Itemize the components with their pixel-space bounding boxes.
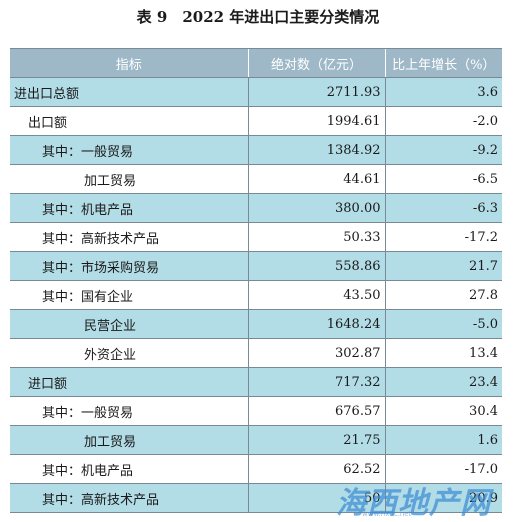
table-row: 其中：一般贸易 1384.92 -9.2 bbox=[10, 135, 502, 165]
row-label: 其中：高新技术产品 bbox=[10, 222, 248, 252]
row-growth: 3.6 bbox=[384, 77, 502, 107]
row-growth: -2.0 bbox=[384, 106, 502, 136]
table-row: 进口额 717.32 23.4 bbox=[10, 367, 502, 397]
row-growth: 1.6 bbox=[384, 425, 502, 455]
table-row: 其中：一般贸易 676.57 30.4 bbox=[10, 396, 502, 426]
row-label: 进出口总额 bbox=[10, 77, 248, 107]
row-growth: -5.0 bbox=[384, 309, 502, 339]
table-row: 加工贸易 21.75 1.6 bbox=[10, 425, 502, 455]
row-value: 43.50 bbox=[247, 280, 385, 310]
table-row: 其中：市场采购贸易 558.86 21.7 bbox=[10, 251, 502, 281]
table-body: 进出口总额 2711.93 3.6 出口额 1994.61 -2.0 其中：一般贸易 1384… bbox=[10, 77, 502, 513]
table-row: 其中：机电产品 380.00 -6.3 bbox=[10, 193, 502, 223]
row-label: 加工贸易 bbox=[10, 425, 248, 455]
table-row: 加工贸易 44.61 -6.5 bbox=[10, 164, 502, 194]
row-label: 其中：高新技术产品 bbox=[10, 483, 248, 513]
row-growth: -17.2 bbox=[384, 222, 502, 252]
row-value: 1648.24 bbox=[247, 309, 385, 339]
row-value: 302.87 bbox=[247, 338, 385, 368]
row-label: 其中：市场采购贸易 bbox=[10, 251, 248, 281]
row-label: 民营企业 bbox=[10, 309, 248, 339]
row-growth: 27.8 bbox=[384, 280, 502, 310]
row-label: 其中：国有企业 bbox=[10, 280, 248, 310]
table-row: 其中：高新技术产品 50.33 -17.2 bbox=[10, 222, 502, 252]
row-growth: -9.2 bbox=[384, 135, 502, 165]
row-growth: 23.4 bbox=[384, 367, 502, 397]
row-label: 进口额 bbox=[10, 367, 248, 397]
row-value: 50.33 bbox=[247, 222, 385, 252]
table-header-row: 指标 绝对数（亿元） 比上年增长（%） bbox=[10, 48, 502, 78]
row-growth: 30.4 bbox=[384, 396, 502, 426]
row-growth: 13.4 bbox=[384, 338, 502, 368]
row-value: 380.00 bbox=[247, 193, 385, 223]
row-growth: -6.3 bbox=[384, 193, 502, 223]
row-value: 62.52 bbox=[247, 454, 385, 484]
table-row: 进出口总额 2711.93 3.6 bbox=[10, 77, 502, 107]
row-label: 外资企业 bbox=[10, 338, 248, 368]
row-label: 其中：一般贸易 bbox=[10, 396, 248, 426]
row-value: 21.75 bbox=[247, 425, 385, 455]
row-value: 558.86 bbox=[247, 251, 385, 281]
row-value: 717.32 bbox=[247, 367, 385, 397]
table-title: 表 9 2022 年进出口主要分类情况 bbox=[136, 8, 380, 26]
row-label: 其中：机电产品 bbox=[10, 193, 248, 223]
row-label: 出口额 bbox=[10, 106, 248, 136]
row-label: 其中：一般贸易 bbox=[10, 135, 248, 165]
row-value: 50 bbox=[247, 483, 385, 513]
table-row: 外资企业 302.87 13.4 bbox=[10, 338, 502, 368]
table-row: 民营企业 1648.24 -5.0 bbox=[10, 309, 502, 339]
row-growth: 21.7 bbox=[384, 251, 502, 281]
row-value: 2711.93 bbox=[247, 77, 385, 107]
header-absolute: 绝对数（亿元） bbox=[247, 48, 385, 78]
trade-table: 指标 绝对数（亿元） 比上年增长（%） 进出口总额 2711.93 3.6 出口额 19… bbox=[10, 48, 502, 513]
row-value: 1994.61 bbox=[247, 106, 385, 136]
table-row: 其中：高新技术产品 50 20.9 bbox=[10, 483, 502, 513]
row-label: 加工贸易 bbox=[10, 164, 248, 194]
row-growth: -17.0 bbox=[384, 454, 502, 484]
row-growth: -6.5 bbox=[384, 164, 502, 194]
table-row: 其中：国有企业 43.50 27.8 bbox=[10, 280, 502, 310]
row-label: 其中：机电产品 bbox=[10, 454, 248, 484]
table-row: 出口额 1994.61 -2.0 bbox=[10, 106, 502, 136]
row-value: 1384.92 bbox=[247, 135, 385, 165]
row-value: 44.61 bbox=[247, 164, 385, 194]
header-indicator: 指标 bbox=[10, 48, 248, 78]
table-row: 其中：机电产品 62.52 -17.0 bbox=[10, 454, 502, 484]
header-growth: 比上年增长（%） bbox=[384, 48, 502, 78]
row-growth: 20.9 bbox=[384, 483, 502, 513]
row-value: 676.57 bbox=[247, 396, 385, 426]
